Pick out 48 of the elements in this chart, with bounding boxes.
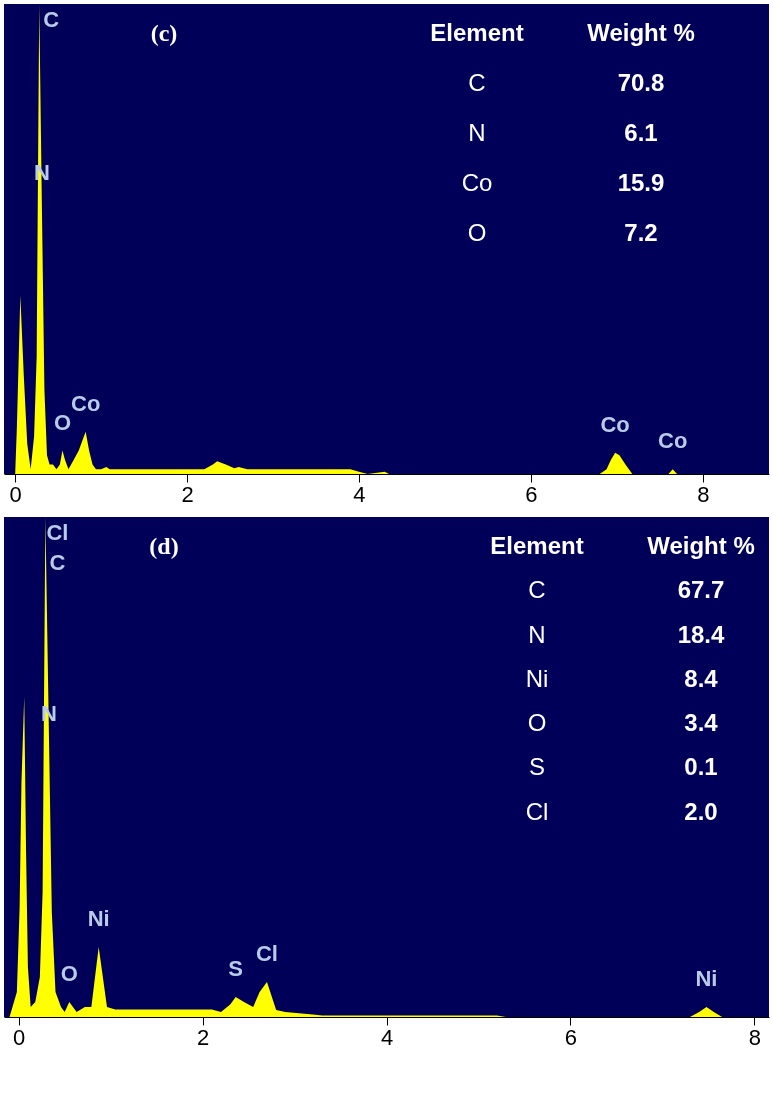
annotation: 70.8 [617, 69, 665, 96]
annotation: Element [430, 19, 524, 46]
annotation: Cl [46, 520, 69, 545]
annotation: 3.4 [684, 709, 719, 737]
annotation: C [468, 69, 486, 96]
annotation: Weight % [647, 532, 755, 559]
annotation: 7.2 [624, 219, 658, 246]
x-tick-label: 0 [9, 481, 22, 507]
annotation: O [53, 409, 72, 435]
text: (d) [149, 533, 179, 559]
x-tick-label: 8 [748, 1024, 761, 1050]
annotation: C [49, 550, 66, 575]
x-tick-label: 6 [564, 1024, 578, 1050]
annotation: Co [461, 169, 493, 196]
annotation: Co [658, 428, 688, 454]
x-tick-label: 2 [181, 481, 194, 507]
annotation: O [467, 219, 487, 246]
annotation: 0.1 [684, 753, 718, 781]
annotation: N [468, 119, 486, 146]
annotation: S [528, 753, 546, 781]
annotation: Weight % [587, 19, 695, 46]
x-tick-label: 0 [13, 1024, 26, 1050]
annotation: Cl [255, 941, 278, 966]
x-tick-label: 2 [196, 1024, 210, 1050]
annotation: 15.9 [617, 169, 665, 196]
annotation: Ni [695, 966, 718, 991]
annotation: 8.4 [684, 664, 719, 692]
annotation: Element [490, 532, 584, 559]
annotation: C [528, 576, 546, 604]
annotation: Ni [525, 664, 549, 692]
text: (c) [150, 20, 178, 46]
annotation: 6.1 [624, 119, 658, 146]
annotation: S [228, 956, 244, 981]
x-tick-label: 4 [353, 481, 366, 507]
x-tick-label: 6 [525, 481, 538, 507]
annotation: Cl [525, 797, 549, 825]
annotation: 18.4 [677, 620, 725, 648]
annotation: Ni [87, 906, 110, 931]
annotation: C [43, 7, 60, 32]
annotation: O [527, 709, 547, 737]
annotation: Co [600, 411, 630, 437]
annotation: 67.7 [677, 576, 725, 604]
annotation: N [528, 620, 546, 648]
annotation: O [60, 961, 78, 986]
annotation: 2.0 [684, 797, 718, 825]
x-tick-label: 8 [697, 481, 710, 507]
annotation: Co [70, 390, 101, 416]
x-tick-label: 4 [380, 1024, 394, 1050]
